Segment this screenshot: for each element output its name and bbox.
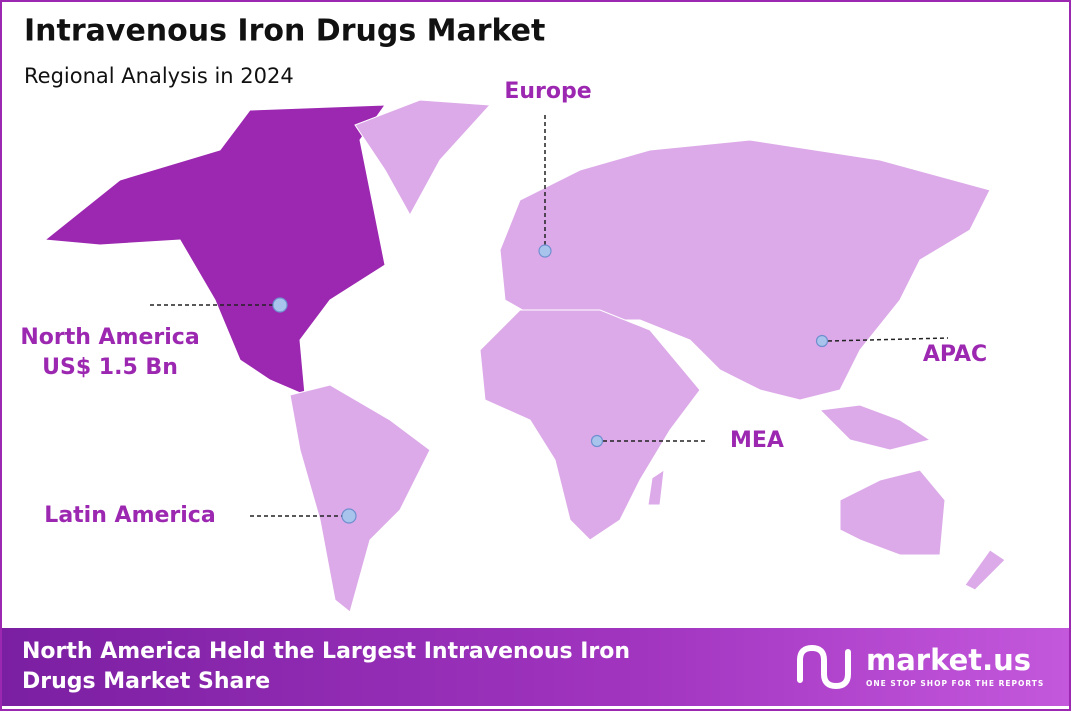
logo-icon (797, 644, 851, 690)
footer-band (2, 628, 1069, 706)
region-marker (341, 508, 357, 524)
region-label: MEA (730, 428, 784, 453)
world-map (43, 99, 1006, 613)
north-america (43, 104, 386, 396)
australia (839, 469, 946, 556)
south-america (289, 384, 431, 613)
footer: North America Held the Largest Intraveno… (2, 628, 1069, 706)
region-value: US$ 1.5 Bn (42, 355, 178, 380)
logo-tagline: ONE STOP SHOP FOR THE REPORTS (866, 679, 1044, 688)
region-label: Europe (504, 79, 591, 104)
africa (479, 309, 701, 541)
footer-text: Drugs Market Share (22, 669, 270, 694)
callouts: Europe North America US$ 1.5 Bn APAC MEA… (20, 79, 987, 528)
region-marker (590, 434, 604, 448)
region-marker (538, 244, 552, 258)
region-label: APAC (923, 342, 987, 367)
southeast-asia-islands (818, 404, 932, 451)
region-marker (272, 297, 288, 313)
region-label: North America (20, 325, 199, 350)
leader-line (827, 337, 949, 342)
logo-name: market.us (866, 643, 1031, 677)
new-zealand (964, 549, 1006, 591)
madagascar (647, 468, 665, 506)
greenland (354, 99, 492, 217)
title: Intravenous Iron Drugs Market (24, 14, 545, 49)
region-marker (815, 334, 829, 348)
region-label: Latin America (44, 503, 215, 528)
subtitle: Regional Analysis in 2024 (24, 64, 294, 88)
footer-text: North America Held the Largest Intraveno… (22, 639, 630, 664)
